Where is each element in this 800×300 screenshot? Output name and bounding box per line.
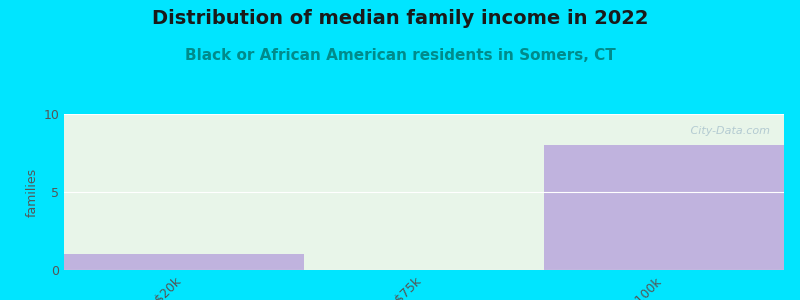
Bar [544,145,784,270]
Y-axis label: families: families [26,167,39,217]
Bar [64,254,304,270]
Text: Distribution of median family income in 2022: Distribution of median family income in … [152,9,648,28]
Text: Black or African American residents in Somers, CT: Black or African American residents in S… [185,48,615,63]
Bar [64,114,784,270]
Text: City-Data.com: City-Data.com [686,127,770,136]
